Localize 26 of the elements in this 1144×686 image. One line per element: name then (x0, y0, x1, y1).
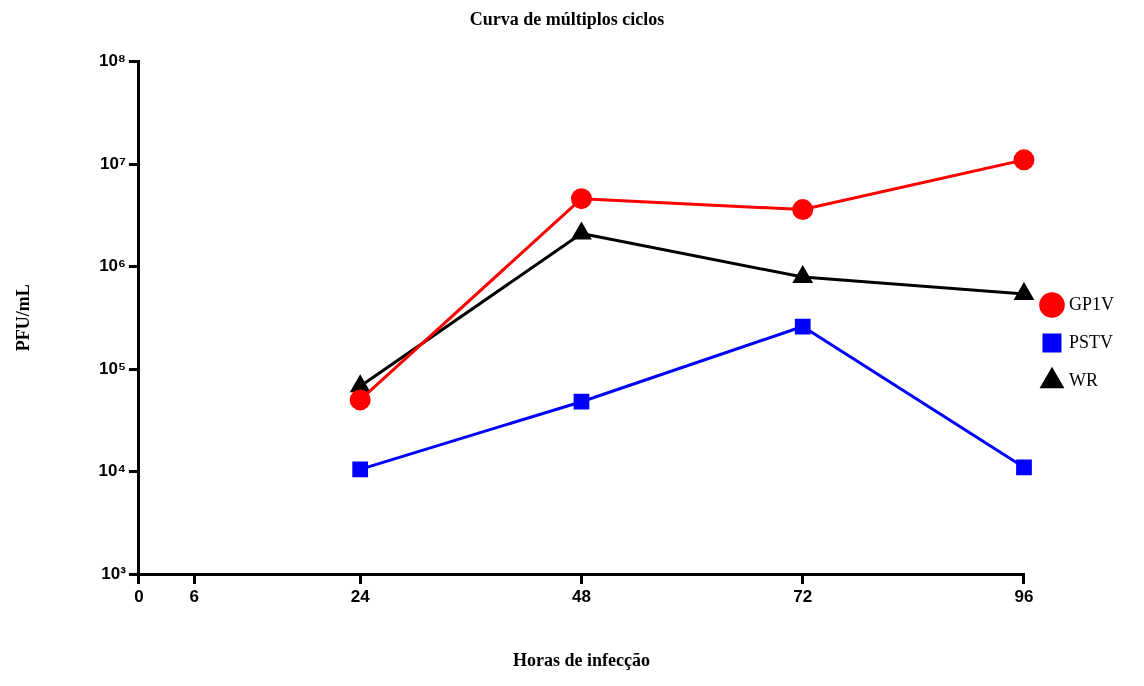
legend-label: PSTV (1068, 331, 1114, 352)
y-axis-title: PFU/mL (13, 284, 34, 352)
y-tick-label: 10⁵ (99, 358, 126, 378)
x-tick-label: 6 (189, 586, 199, 606)
point (792, 199, 814, 221)
point (352, 461, 369, 478)
y-tick-label: 10³ (101, 563, 127, 583)
x-tick-label: 48 (571, 586, 591, 606)
y-tick-label: 10⁸ (98, 51, 126, 71)
x-tick-label: 0 (134, 586, 144, 606)
y-tick-label: 10⁷ (99, 153, 126, 173)
point (1016, 459, 1032, 476)
point (1013, 149, 1035, 171)
x-tick-label: 96 (1014, 586, 1034, 606)
point (570, 188, 592, 210)
x-axis-title: Horas de infecção (512, 649, 650, 670)
x-tick-label: 24 (350, 586, 371, 606)
x-tick-label: 72 (793, 586, 813, 606)
point (349, 389, 371, 411)
y-tick-label: 10⁶ (99, 256, 126, 276)
y-tick-label: 10⁴ (98, 461, 126, 481)
chart-title: Curva de múltiplos ciclos (469, 9, 665, 30)
point (794, 318, 811, 335)
legend-label: WR (1068, 369, 1098, 390)
point (573, 393, 590, 410)
legend-label: GP1V (1068, 293, 1115, 314)
